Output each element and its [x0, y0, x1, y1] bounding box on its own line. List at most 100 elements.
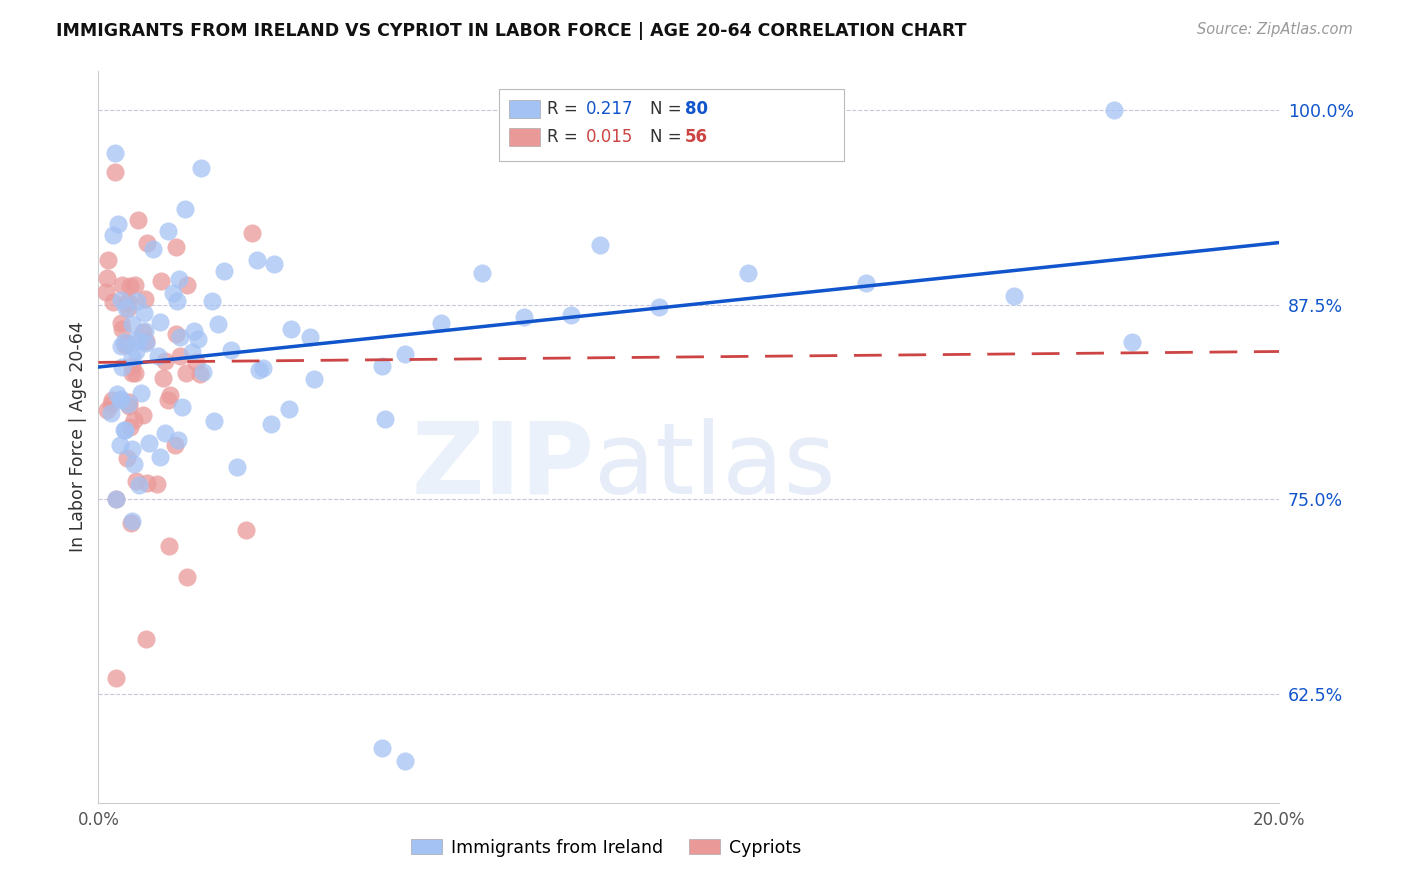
Point: [114, 424, 136, 438]
Point: [117, 397, 139, 411]
Point: [117, 293, 139, 308]
Point: [207, 317, 229, 331]
Point: [114, 338, 136, 352]
Point: [117, 399, 139, 413]
Point: [100, 406, 122, 420]
Point: [108, 392, 131, 407]
Point: [146, 349, 169, 363]
Point: [146, 476, 169, 491]
Point: [1102, 103, 1125, 118]
Text: ZIP: ZIP: [412, 417, 595, 515]
Point: [374, 412, 396, 426]
Point: [166, 293, 188, 308]
Point: [153, 425, 176, 440]
Point: [118, 395, 141, 409]
Point: [191, 365, 214, 379]
Point: [96, 270, 118, 285]
Text: Source: ZipAtlas.com: Source: ZipAtlas.com: [1197, 22, 1353, 37]
Point: [648, 300, 671, 314]
Point: [152, 370, 174, 384]
Point: [299, 330, 322, 344]
Point: [100, 397, 122, 411]
Point: [371, 741, 394, 756]
Point: [122, 457, 145, 471]
Point: [121, 514, 143, 528]
Text: atlas: atlas: [595, 417, 837, 515]
Point: [104, 164, 127, 178]
Point: [96, 402, 118, 417]
Point: [169, 271, 191, 285]
Point: [202, 414, 225, 428]
Point: [188, 367, 211, 381]
Point: [94, 285, 117, 300]
Point: [190, 161, 212, 175]
Legend: Immigrants from Ireland, Cypriots: Immigrants from Ireland, Cypriots: [404, 831, 808, 863]
Point: [121, 359, 143, 374]
Text: 80: 80: [685, 100, 707, 118]
Point: [128, 478, 150, 492]
Point: [159, 388, 181, 402]
Point: [302, 372, 325, 386]
Point: [226, 460, 249, 475]
Point: [121, 350, 143, 364]
Point: [135, 334, 157, 348]
Point: [111, 277, 134, 292]
Point: [165, 326, 187, 341]
Point: [180, 345, 202, 359]
Point: [115, 335, 138, 350]
Point: [120, 420, 142, 434]
Text: IMMIGRANTS FROM IRELAND VS CYPRIOT IN LABOR FORCE | AGE 20-64 CORRELATION CHART: IMMIGRANTS FROM IRELAND VS CYPRIOT IN LA…: [56, 22, 967, 40]
Point: [118, 279, 141, 293]
Point: [157, 539, 180, 553]
Point: [149, 450, 172, 464]
Point: [125, 294, 148, 309]
Point: [135, 335, 157, 350]
Point: [108, 438, 131, 452]
Point: [471, 266, 494, 280]
Point: [105, 671, 128, 685]
Point: [212, 264, 235, 278]
Point: [125, 333, 148, 347]
Point: [149, 314, 172, 328]
Point: [132, 408, 155, 422]
Point: [97, 253, 120, 268]
Point: [1121, 334, 1143, 349]
Text: R =: R =: [547, 128, 583, 146]
Point: [134, 324, 156, 338]
Point: [371, 359, 394, 373]
Point: [560, 308, 582, 322]
Text: 56: 56: [685, 128, 707, 146]
Point: [117, 451, 139, 466]
Point: [430, 316, 453, 330]
Point: [115, 301, 138, 315]
Point: [129, 385, 152, 400]
Point: [122, 412, 145, 426]
Point: [173, 202, 195, 217]
Point: [135, 632, 157, 647]
Point: [737, 266, 759, 280]
Point: [105, 492, 128, 507]
Text: R =: R =: [547, 100, 583, 118]
Point: [124, 474, 146, 488]
Point: [156, 224, 179, 238]
Point: [263, 257, 285, 271]
Text: 0.015: 0.015: [586, 128, 634, 146]
Point: [134, 292, 156, 306]
Text: N =: N =: [650, 100, 686, 118]
Point: [166, 433, 188, 447]
Point: [176, 366, 198, 380]
Point: [124, 366, 146, 380]
Point: [240, 227, 263, 241]
Point: [110, 392, 132, 406]
Point: [1002, 289, 1025, 303]
Point: [280, 321, 302, 335]
Point: [172, 400, 194, 414]
Point: [157, 392, 180, 407]
Point: [219, 343, 242, 357]
Point: [176, 278, 198, 293]
Point: [114, 335, 136, 350]
Point: [111, 359, 134, 374]
Point: [246, 252, 269, 267]
Point: [136, 476, 159, 491]
Point: [150, 274, 173, 288]
